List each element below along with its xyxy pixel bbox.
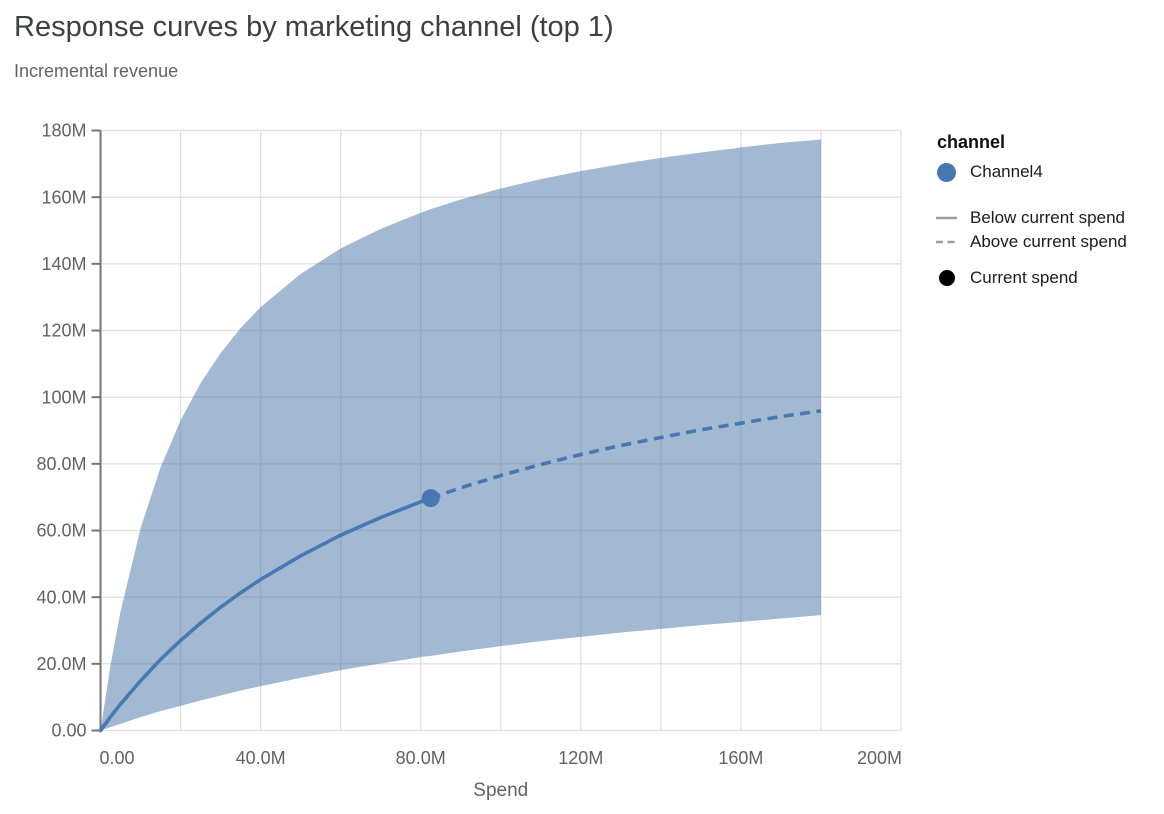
current-spend-dot-icon: [938, 270, 955, 286]
legend-spacer: [936, 256, 1162, 268]
svg-text:40.0M: 40.0M: [36, 587, 86, 607]
legend-above-label: Above current spend: [970, 232, 1127, 251]
svg-text:160M: 160M: [718, 748, 763, 768]
dashed-line-swatch-icon: [936, 239, 957, 245]
legend-channel-label: Channel4: [970, 162, 1043, 181]
channel-color-dot-icon: [937, 162, 956, 182]
svg-text:80.0M: 80.0M: [396, 748, 446, 768]
chart-subtitle: Incremental revenue: [14, 61, 179, 81]
svg-text:140M: 140M: [41, 254, 86, 274]
legend-item-current-spend[interactable]: Current spend: [936, 268, 1162, 288]
svg-text:200M: 200M: [857, 748, 902, 768]
page-title: Response curves by marketing channel (to…: [14, 11, 614, 43]
svg-text:160M: 160M: [41, 187, 86, 207]
above-current-spend-line: [430, 409, 822, 500]
svg-text:120M: 120M: [41, 321, 86, 341]
legend-current-label: Current spend: [970, 268, 1078, 287]
svg-text:100M: 100M: [41, 387, 86, 407]
y-axis: 0.00 20.0M 40.0M 60.0M 80.0M 100M 120M 140M 160M…: [36, 121, 102, 741]
svg-text:20.0M: 20.0M: [36, 654, 86, 674]
legend-spacer: [936, 186, 1162, 208]
svg-text:80.0M: 80.0M: [36, 454, 86, 474]
svg-text:0.00: 0.00: [100, 748, 135, 768]
current-spend-marker[interactable]: [421, 489, 440, 508]
solid-line-swatch-icon: [936, 215, 957, 221]
confidence-band: [100, 139, 821, 731]
legend-title: channel: [937, 132, 1006, 152]
legend-item-above-current-spend[interactable]: Above current spend: [936, 232, 1162, 252]
x-axis-labels: 0.00 40.0M 80.0M 120M 160M 200M: [100, 748, 903, 768]
legend-item-channel4[interactable]: Channel4: [936, 162, 1162, 182]
svg-text:0.00: 0.00: [51, 721, 86, 741]
legend-item-below-current-spend[interactable]: Below current spend: [936, 208, 1162, 228]
x-axis-title: Spend: [473, 780, 528, 801]
svg-text:60.0M: 60.0M: [36, 521, 86, 541]
svg-text:40.0M: 40.0M: [236, 748, 286, 768]
below-current-spend-line: [99, 496, 432, 732]
svg-text:120M: 120M: [558, 748, 603, 768]
legend-below-label: Below current spend: [970, 208, 1125, 227]
legend: channel Channel4 Below current spend Abo…: [936, 132, 1162, 292]
svg-text:180M: 180M: [41, 121, 86, 141]
